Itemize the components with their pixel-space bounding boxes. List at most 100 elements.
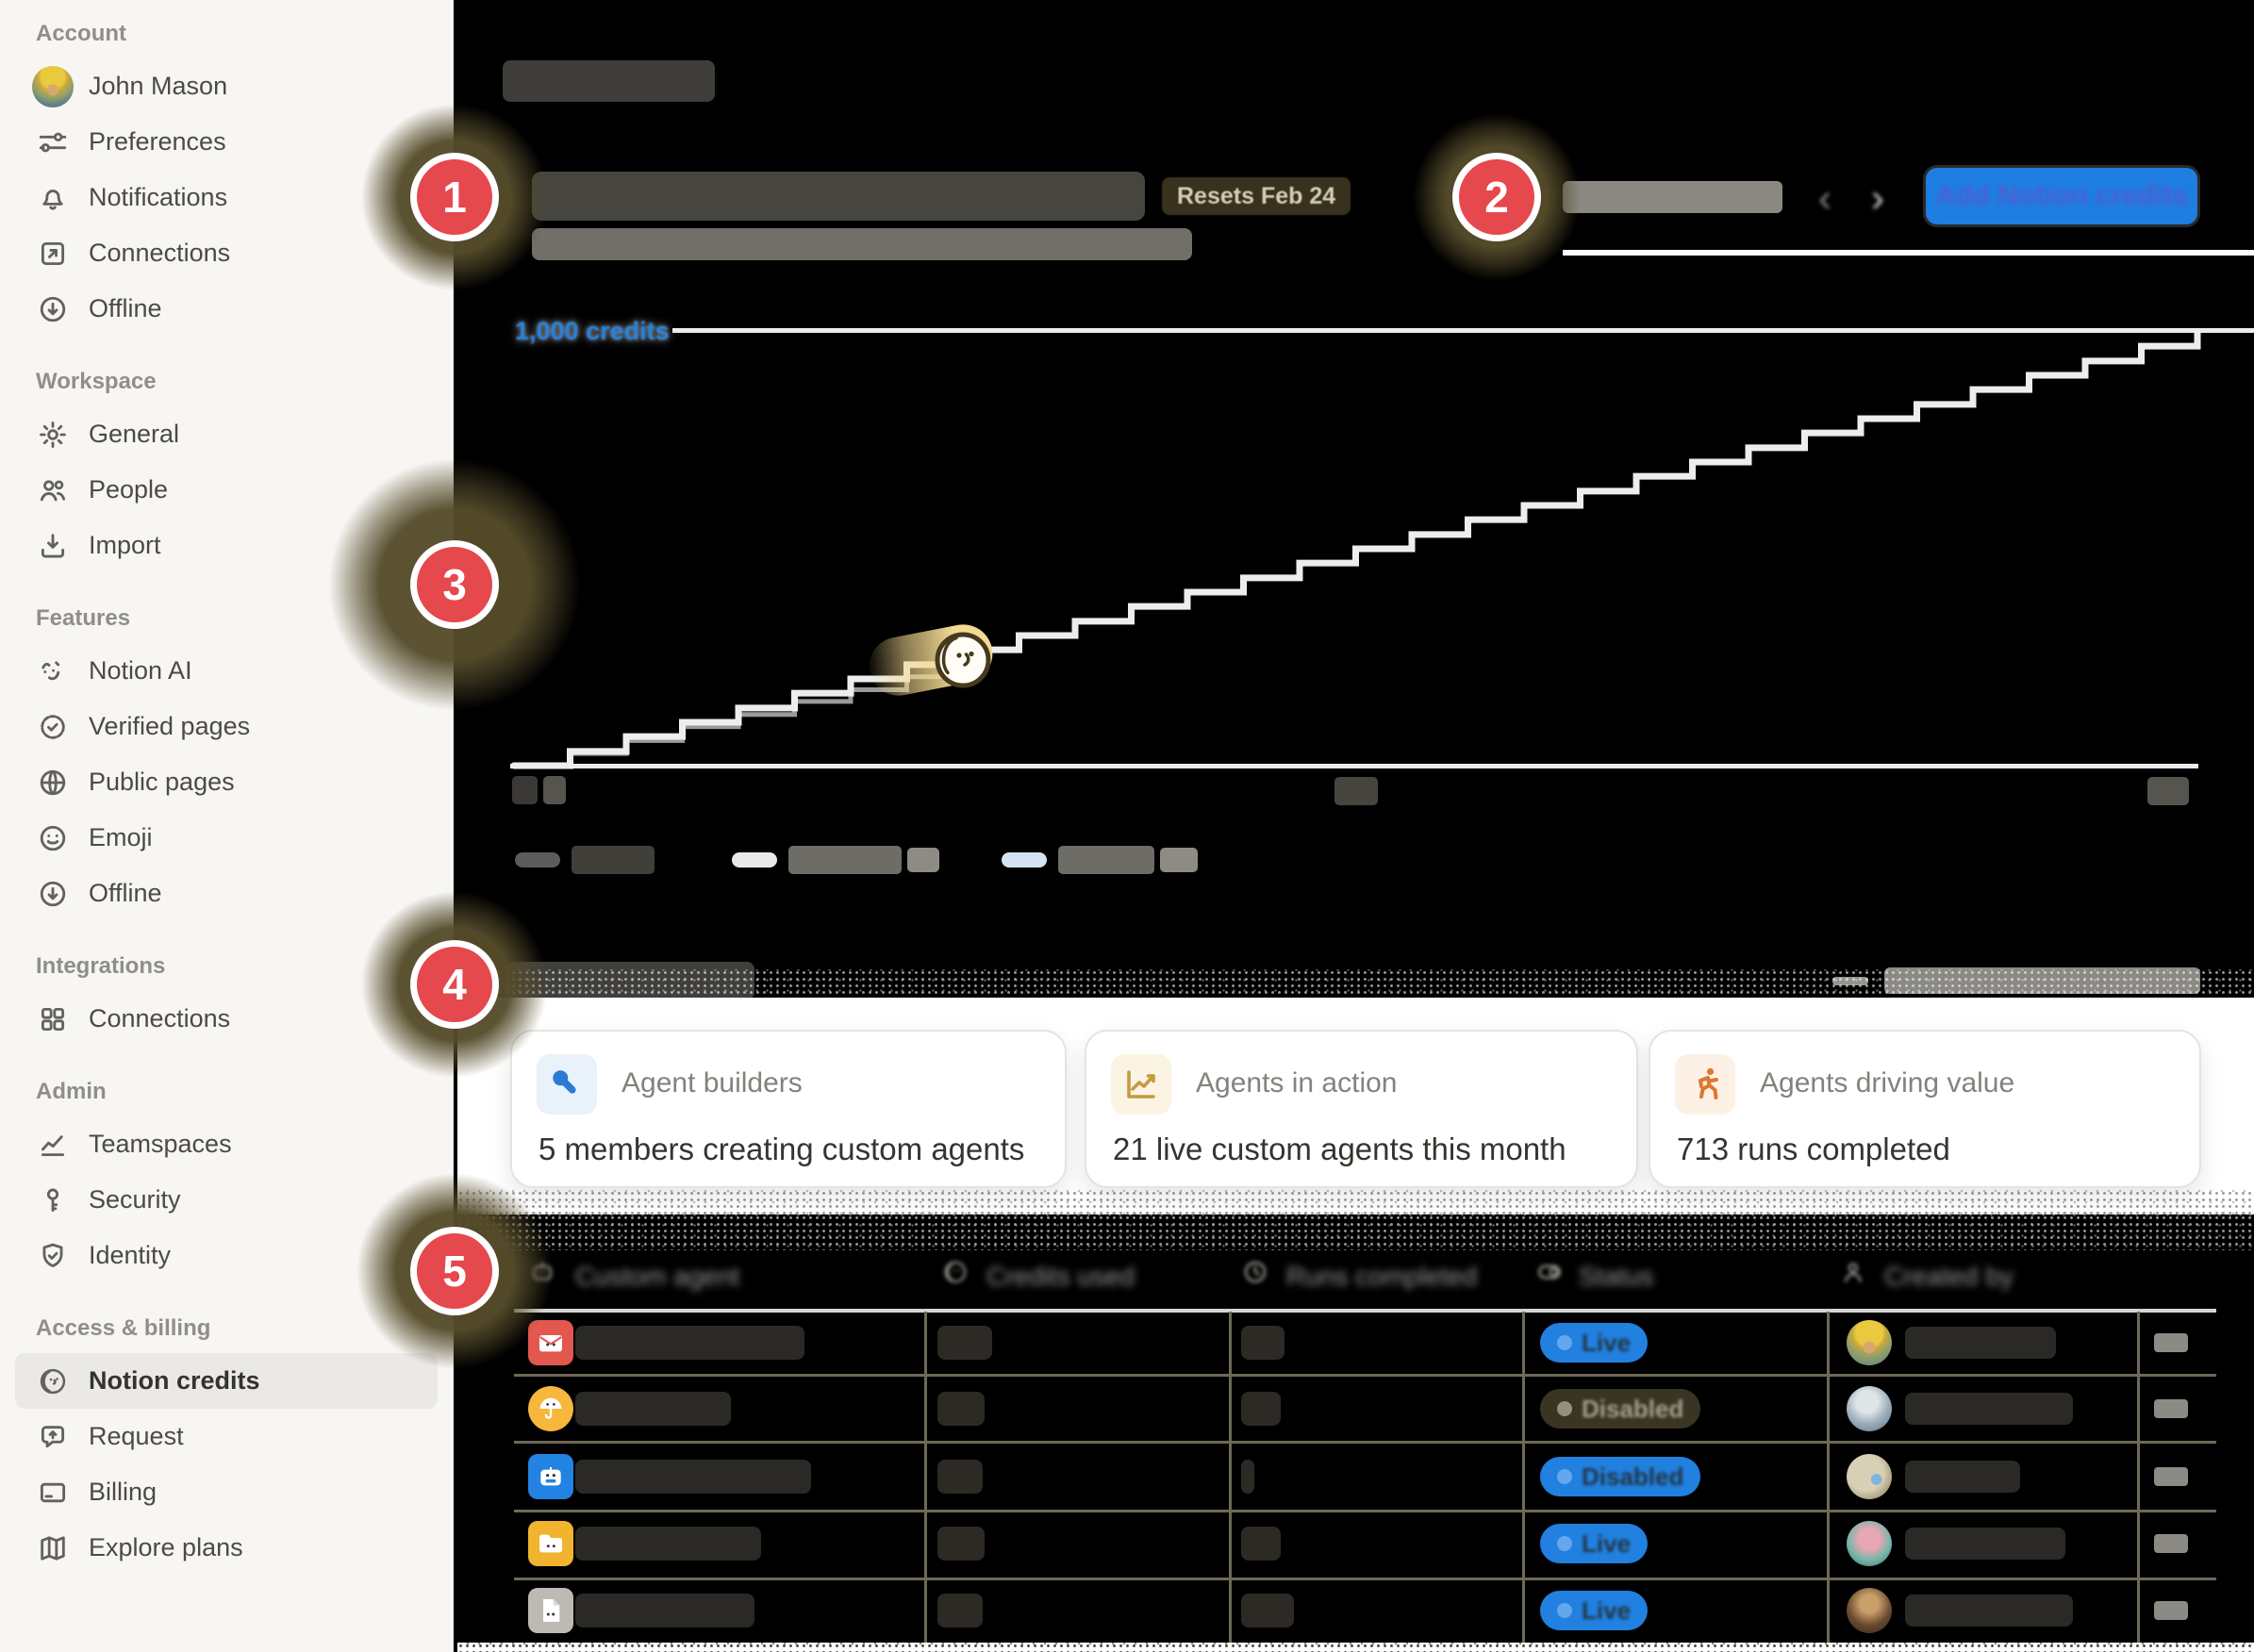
redacted-credits-usage-subheading: [532, 228, 1192, 260]
redacted-agent-name[interactable]: [575, 1460, 811, 1494]
legend-swatch-blue: [1002, 852, 1047, 867]
runner-icon: [1675, 1054, 1735, 1115]
map-icon: [36, 1531, 70, 1565]
status-dot: [1557, 1401, 1572, 1416]
creator-avatar: [1847, 1588, 1892, 1633]
chart-projected-line: [510, 328, 2201, 769]
noise-band-page-bottom: [457, 1643, 2254, 1652]
row-actions-button[interactable]: [2154, 1333, 2188, 1352]
sidebar-item-connections-integrations[interactable]: Connections: [15, 991, 438, 1047]
notion-credit-coin-marker-icon: [932, 629, 994, 691]
sidebar-item-teamspaces[interactable]: Teamspaces: [15, 1116, 438, 1172]
sidebar-item-notifications[interactable]: Notifications: [15, 170, 438, 225]
table-col-divider: [1827, 1312, 1830, 1644]
row-actions-button[interactable]: [2154, 1467, 2188, 1486]
annotation-badge-2: 2: [1452, 153, 1541, 241]
noise-band-below-panel: [457, 1214, 2254, 1250]
request-bubble-icon: [36, 1420, 70, 1454]
shield-check-icon: [36, 1239, 70, 1273]
status-column-header[interactable]: Status: [1579, 1262, 1654, 1291]
noise-band-panel-bottom: [457, 1190, 2254, 1214]
sidebar-item-public-pages[interactable]: Public pages: [15, 754, 438, 810]
redacted-credits-usage-heading: [532, 172, 1145, 221]
arrow-up-right-box-icon: [36, 237, 70, 271]
redacted-agent-name[interactable]: [575, 1527, 761, 1561]
sidebar-item-notion-ai[interactable]: Notion AI: [15, 643, 438, 699]
sidebar-item-people[interactable]: People: [15, 462, 438, 518]
main-content-background: [453, 0, 2254, 1652]
row-actions-button[interactable]: [2154, 1534, 2188, 1553]
sidebar-section-account: Account: [36, 21, 126, 46]
redacted-x-tick-left: [512, 776, 538, 804]
toggle-column-icon: [1535, 1258, 1564, 1291]
sidebar-item-emoji[interactable]: Emoji: [15, 810, 438, 866]
folder-agent-icon: [528, 1521, 573, 1566]
row-actions-button[interactable]: [2154, 1601, 2188, 1620]
redacted-runs-value: [1241, 1460, 1254, 1494]
redacted-legend-label-2b: [907, 848, 939, 872]
redacted-credits-value: [937, 1527, 985, 1561]
sliders-icon: [36, 125, 70, 159]
redacted-legend-label-1: [572, 846, 655, 874]
add-notion-credits-button[interactable]: Add Notion credits: [1926, 168, 2197, 224]
redacted-x-tick-right: [2147, 777, 2189, 805]
sidebar-item-preferences[interactable]: Preferences: [15, 114, 438, 170]
card-title: Agent builders: [622, 1067, 803, 1099]
agent-column-header[interactable]: Custom agent: [575, 1262, 740, 1291]
card-title: Agents driving value: [1760, 1067, 2015, 1099]
sidebar-item-connections-account[interactable]: Connections: [15, 225, 438, 281]
robot-agent-icon: [528, 1454, 573, 1499]
sidebar-item-explore-plans[interactable]: Explore plans: [15, 1520, 438, 1576]
redacted-date-range: [1563, 181, 1782, 213]
sidebar-item-identity[interactable]: Identity: [15, 1228, 438, 1283]
next-period-chevron[interactable]: ›: [1871, 175, 1884, 220]
sidebar-item-general[interactable]: General: [15, 406, 438, 462]
redacted-credits-value: [937, 1326, 992, 1360]
user-avatar: [32, 65, 74, 107]
people-icon: [36, 473, 70, 507]
redacted-runs-value: [1241, 1594, 1294, 1627]
redacted-legend-label-2: [788, 846, 902, 874]
status-badge: Disabled: [1540, 1389, 1701, 1429]
sidebar-item-import[interactable]: Import: [15, 518, 438, 573]
redacted-agent-name[interactable]: [575, 1326, 804, 1360]
credit-coin-icon: [36, 1364, 70, 1398]
runs-column-header[interactable]: Runs completed: [1286, 1262, 1478, 1291]
credits-column-header[interactable]: Credits used: [986, 1262, 1135, 1291]
arrow-down-circle-icon: [36, 292, 70, 326]
card-value: 21 live custom agents this month: [1113, 1132, 1566, 1166]
table-col-divider: [924, 1312, 927, 1644]
sidebar-item-john-mason[interactable]: John Mason: [15, 58, 438, 114]
card-agents-driving-value: Agents driving value 713 runs completed: [1649, 1030, 2201, 1188]
row-actions-button[interactable]: [2154, 1399, 2188, 1418]
table-header-border: [514, 1309, 2216, 1313]
card-value: 5 members creating custom agents: [539, 1132, 1025, 1166]
chart-legend: [515, 845, 1198, 875]
creator-avatar: [1847, 1386, 1892, 1431]
card-value: 713 runs completed: [1677, 1132, 1950, 1166]
sidebar-item-verified-pages[interactable]: Verified pages: [15, 699, 438, 754]
grid-icon: [36, 1002, 70, 1036]
sidebar-section-admin: Admin: [36, 1079, 107, 1104]
redacted-runs-value: [1241, 1527, 1281, 1561]
sidebar-item-billing[interactable]: Billing: [15, 1464, 438, 1520]
created-by-column-header[interactable]: Created by: [1884, 1262, 2014, 1291]
prev-period-chevron[interactable]: ‹: [1818, 175, 1831, 220]
sidebar-item-notion-credits[interactable]: Notion credits: [15, 1353, 438, 1409]
redacted-x-tick-left-2: [543, 776, 566, 804]
clock-column-icon: [1241, 1258, 1269, 1291]
line-chart-icon: [36, 1128, 70, 1162]
sidebar-item-request[interactable]: Request: [15, 1409, 438, 1464]
chart-max-gridline-label: 1,000 credits: [515, 317, 670, 345]
redacted-legend-label-3: [1058, 846, 1154, 874]
redacted-agent-name[interactable]: [575, 1594, 754, 1627]
sidebar-item-security[interactable]: Security: [15, 1172, 438, 1228]
card-title: Agents in action: [1196, 1067, 1398, 1099]
status-badge: Disabled: [1540, 1457, 1701, 1496]
chart-x-axis: [510, 764, 2198, 768]
redacted-agent-name[interactable]: [575, 1392, 731, 1426]
table-row-divider: [514, 1578, 2216, 1580]
redacted-runs-value: [1241, 1326, 1284, 1360]
sidebar-item-offline-account[interactable]: Offline: [15, 281, 438, 337]
sidebar-item-offline-features[interactable]: Offline: [15, 866, 438, 921]
